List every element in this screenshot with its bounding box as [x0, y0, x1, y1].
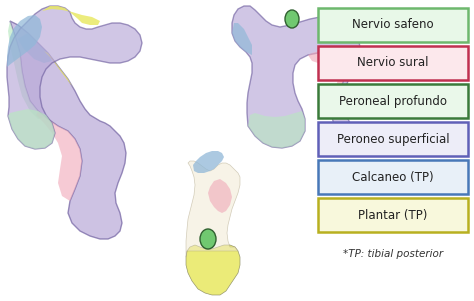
Text: Nervio sural: Nervio sural — [357, 57, 429, 70]
Polygon shape — [8, 21, 45, 119]
Polygon shape — [42, 6, 100, 25]
Polygon shape — [7, 15, 42, 67]
Polygon shape — [193, 151, 224, 173]
Text: Nervio safeno: Nervio safeno — [352, 18, 434, 32]
FancyBboxPatch shape — [318, 122, 468, 156]
Polygon shape — [8, 109, 55, 149]
Polygon shape — [232, 23, 252, 55]
FancyBboxPatch shape — [318, 198, 468, 232]
Polygon shape — [186, 245, 240, 295]
Polygon shape — [18, 33, 52, 63]
Polygon shape — [308, 51, 345, 95]
Polygon shape — [186, 161, 240, 257]
Text: Plantar (TP): Plantar (TP) — [358, 209, 428, 222]
Text: *TP: tibial posterior: *TP: tibial posterior — [343, 249, 443, 259]
Ellipse shape — [285, 10, 299, 28]
Polygon shape — [232, 6, 360, 148]
FancyBboxPatch shape — [318, 46, 468, 80]
Text: Peroneo superficial: Peroneo superficial — [337, 132, 449, 145]
Polygon shape — [248, 111, 305, 148]
Text: Calcaneo (TP): Calcaneo (TP) — [352, 170, 434, 184]
FancyBboxPatch shape — [318, 8, 468, 42]
FancyBboxPatch shape — [318, 84, 468, 118]
Polygon shape — [44, 51, 75, 91]
Text: Peroneal profundo: Peroneal profundo — [339, 95, 447, 107]
Polygon shape — [7, 6, 142, 149]
Polygon shape — [208, 179, 232, 213]
Ellipse shape — [200, 229, 216, 249]
FancyBboxPatch shape — [318, 160, 468, 194]
Polygon shape — [10, 21, 126, 239]
Polygon shape — [36, 111, 82, 201]
